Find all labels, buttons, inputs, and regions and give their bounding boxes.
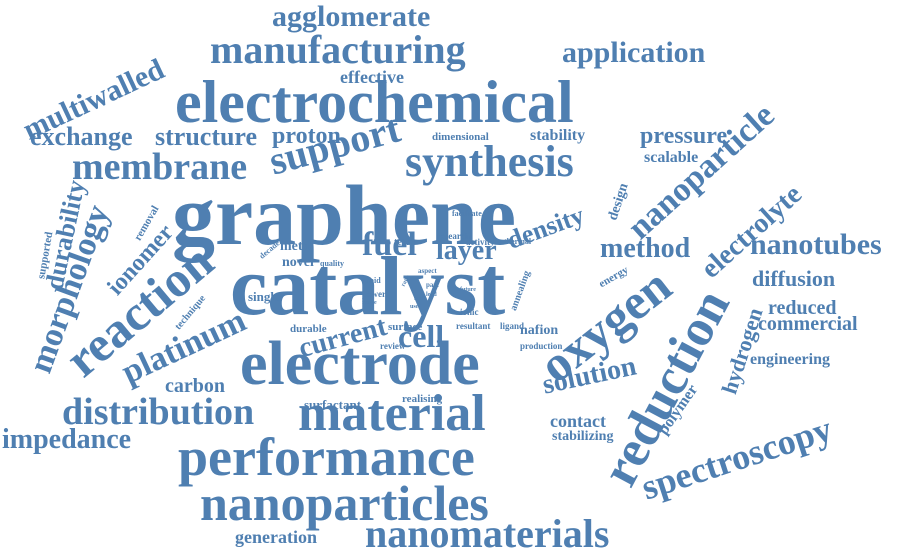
word-method: method (600, 233, 691, 264)
word-density: density (503, 200, 588, 255)
word-carbon: carbon (165, 375, 225, 397)
word-manufacturing: manufacturing (210, 27, 466, 72)
word-distribution: distribution (62, 391, 255, 433)
word-stability: stability (530, 127, 586, 144)
word-commercial: commercial (758, 313, 858, 335)
word-fuel: fuel (362, 226, 417, 263)
word-resultant: resultant (456, 321, 491, 331)
word-metal: metal (280, 239, 314, 254)
word-aspect: aspect (418, 267, 437, 275)
word-review: review (380, 341, 406, 351)
word-surfactant: surfactant (304, 397, 362, 412)
word-material: material (298, 385, 486, 442)
word-thermal: thermal (504, 237, 532, 246)
word-nanomaterials: nanomaterials (365, 511, 610, 556)
word-performance: performance (178, 427, 475, 487)
word-ionic: ionic (460, 307, 479, 317)
word-power: power (362, 289, 386, 299)
word-range: range (362, 300, 377, 306)
word-synthesis: synthesis (405, 137, 574, 186)
word-annealing: annealing (508, 269, 533, 313)
word-stabilizing: stabilizing (552, 429, 614, 444)
word-catalyst: catalyst (230, 240, 506, 333)
word-pressure: pressure (640, 123, 728, 149)
word-graphene: graphene (172, 167, 516, 263)
word-layer: layer (436, 235, 497, 266)
word-rapid: rapid (362, 276, 381, 285)
word-generation: generation (235, 527, 317, 547)
word-cell: cell (398, 318, 445, 354)
word-impedance: impedance (2, 424, 132, 455)
word-novel: novel (282, 255, 314, 270)
word-agglomerate: agglomerate (272, 0, 431, 33)
word-electrode: electrode (240, 330, 480, 398)
word-single: single (248, 289, 280, 304)
word-electrochemical: electrochemical (175, 69, 574, 135)
word-dimensional: dimensional (432, 131, 489, 143)
word-engineering: engineering (750, 351, 830, 368)
word-nanotubes: nanotubes (750, 228, 882, 261)
word-exchange: exchange (30, 122, 133, 151)
word-scalable: scalable (644, 149, 699, 166)
word-part: part (426, 281, 439, 289)
word-nafion: nafion (520, 323, 559, 338)
word-proton: proton (272, 123, 341, 149)
word-effective: effective (340, 67, 404, 87)
word-use: use (410, 304, 419, 310)
word-diffusion: diffusion (752, 266, 836, 291)
word-production: production (520, 341, 563, 351)
word-ligand: ligand (500, 321, 525, 331)
word-term: term (394, 237, 415, 248)
word-scale: scale (414, 296, 427, 302)
word-membrane: membrane (72, 146, 248, 188)
word-contact: contact (550, 411, 606, 431)
word-facilitate: facilitate (452, 209, 482, 218)
word-reduced: reduced (768, 297, 837, 319)
word-quality: quality (320, 259, 345, 268)
word-realising: realising (402, 393, 443, 405)
word-research: research (437, 231, 470, 241)
word-surface: surface (388, 321, 423, 333)
word-application: application (562, 36, 706, 69)
word-activity: activity (466, 237, 495, 247)
word-future: future (460, 287, 476, 293)
word-nanoparticles: nanoparticles (200, 475, 489, 531)
word-structure: structure (155, 122, 258, 151)
word-durable: durable (290, 323, 327, 335)
word-lead: lead (426, 292, 437, 298)
